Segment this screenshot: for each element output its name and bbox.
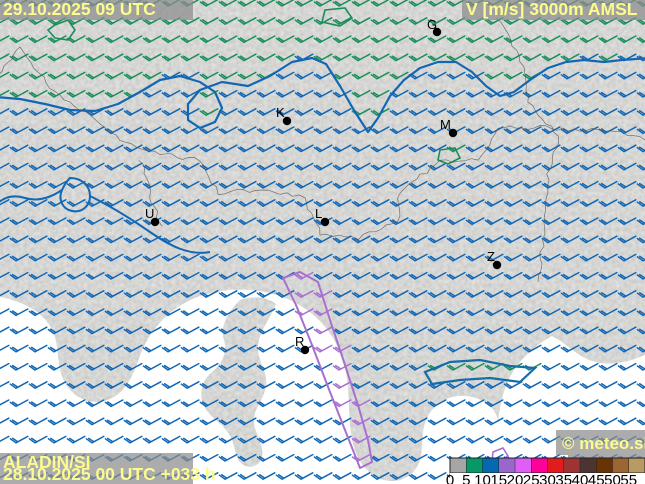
svg-text:G: G: [427, 17, 437, 32]
svg-text:5: 5: [462, 472, 470, 484]
svg-text:55: 55: [620, 472, 637, 484]
svg-text:15: 15: [490, 472, 507, 484]
svg-text:© meteo.si: © meteo.si: [562, 434, 645, 453]
svg-text:V [m/s] 3000m AMSL: V [m/s] 3000m AMSL: [466, 0, 638, 19]
svg-text:29.10.2025 09 UTC: 29.10.2025 09 UTC: [3, 0, 156, 19]
svg-text:Z: Z: [487, 249, 495, 264]
svg-text:M: M: [440, 117, 451, 132]
svg-text:25: 25: [523, 472, 540, 484]
svg-text:50: 50: [604, 472, 621, 484]
svg-text:45: 45: [588, 472, 605, 484]
svg-text:L: L: [315, 206, 322, 221]
svg-text:K: K: [276, 105, 285, 120]
svg-text:28.10.2025 00 UTC +033 h: 28.10.2025 00 UTC +033 h: [3, 464, 216, 484]
svg-text:35: 35: [555, 472, 572, 484]
svg-text:30: 30: [539, 472, 556, 484]
svg-text:40: 40: [572, 472, 589, 484]
svg-text:U: U: [145, 206, 154, 221]
svg-text:10: 10: [474, 472, 491, 484]
svg-text:20: 20: [507, 472, 524, 484]
svg-text:R: R: [295, 334, 304, 349]
svg-text:0: 0: [446, 472, 454, 484]
